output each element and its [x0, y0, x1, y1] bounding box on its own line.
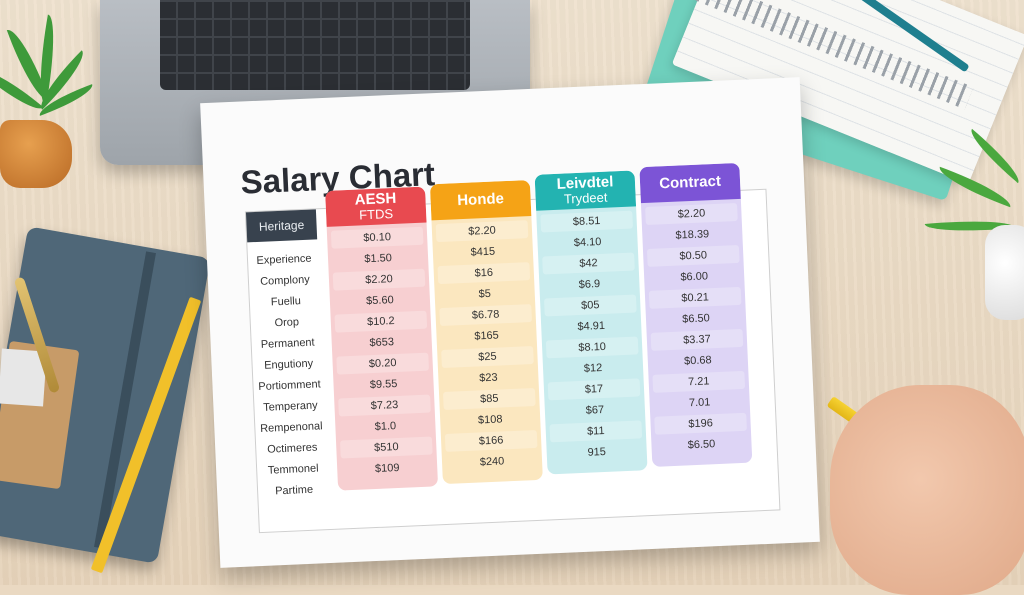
table-cell: $12	[583, 362, 603, 375]
table-cell: $108	[477, 413, 503, 427]
table-cell: $6.50	[682, 312, 711, 326]
hand	[830, 385, 1024, 595]
table-cell: $85	[442, 387, 536, 410]
table-cell: $5.60	[365, 294, 394, 308]
paper-sheet: Salary Chart Heritage Experience Complony…	[200, 77, 820, 568]
table-cell: $109	[374, 461, 400, 476]
row-label-column: Heritage Experience Complony Fuellu Orop Per…	[245, 209, 323, 497]
table-cell: $6.50	[687, 438, 716, 452]
table-cell: $9.55	[369, 377, 398, 392]
table-cell: $1.0	[374, 420, 397, 433]
table-cell: $05	[543, 294, 637, 317]
column-header-title: Honde	[456, 190, 505, 210]
table-cell: $0.21	[648, 286, 742, 309]
table-cell: $2.20	[645, 202, 738, 225]
salary-column: AESH FTDS $0.10 $1.50 $2.20 $5.60 $10.2 $653 $0.…	[325, 186, 439, 491]
table-cell: $196	[654, 412, 747, 435]
table-cell: $11	[549, 420, 643, 443]
table-cell: $0.10	[330, 226, 424, 249]
table-cell: $18.39	[675, 228, 710, 242]
row-label: Partime	[274, 483, 314, 498]
column-header-title: Contract	[658, 172, 722, 193]
table-cell: $6.78	[439, 304, 533, 327]
table-cell: $17	[547, 378, 641, 401]
table-cell: $0.68	[683, 354, 712, 368]
table-cell: $240	[479, 455, 505, 469]
table-cell: $165	[474, 329, 500, 343]
column-header: Leivdtel Trydeet	[534, 170, 637, 211]
table-cell: $8.51	[540, 210, 634, 233]
table-cell: $510	[339, 436, 433, 459]
plant-pot-right	[985, 225, 1024, 320]
column-header: Honde	[429, 180, 532, 221]
table-cell: 7.01	[688, 396, 711, 410]
table-cell: $8.10	[545, 336, 639, 359]
table-cell: 915	[587, 445, 607, 459]
laptop-keyboard	[160, 0, 470, 90]
table-cell: $1.50	[364, 252, 393, 266]
salary-table: Heritage Experience Complony Fuellu Orop Per…	[244, 162, 781, 534]
table-cell: $5	[478, 287, 492, 301]
corner-header: Heritage	[245, 209, 318, 243]
table-cell: $25	[441, 346, 534, 369]
table-cell: $2.20	[435, 220, 529, 243]
column-header-subtitle: Trydeet	[563, 189, 608, 207]
salary-column: Leivdtel Trydeet $8.51 $4.10 $42 $6.9 $05 $4.91…	[534, 170, 648, 475]
column-header: Contract	[639, 162, 741, 204]
table-cell: $67	[585, 403, 605, 417]
table-cell: $166	[444, 429, 538, 452]
table-cell: $4.91	[577, 319, 606, 334]
table-cell: $4.10	[573, 235, 602, 250]
plant-pot-left	[0, 120, 72, 188]
table-cell: $6.9	[578, 278, 601, 291]
salary-column: Honde $2.20 $415 $16 $5 $6.78 $165 $25 $23 $85 $10…	[429, 180, 543, 485]
table-cell: $0.20	[336, 352, 430, 375]
table-cell: $653	[369, 336, 395, 350]
column-header: AESH FTDS	[325, 186, 427, 227]
table-cell: 7.21	[652, 370, 746, 393]
table-cell: $23	[478, 371, 498, 385]
laptop	[100, 0, 530, 165]
table-cell: $10.2	[334, 310, 428, 333]
table-cell: $7.23	[338, 394, 431, 417]
column-header-subtitle: FTDS	[358, 206, 394, 223]
table-cell: $3.37	[650, 328, 744, 351]
table-cell: $415	[470, 245, 496, 259]
salary-column: Contract $2.20 $18.39 $0.50 $6.00 $0.21 $6.50 $…	[639, 162, 753, 467]
table-cell: $6.00	[680, 270, 709, 284]
table-cell: $42	[542, 252, 635, 275]
table-cell: $2.20	[332, 268, 426, 291]
table-cell: $0.50	[646, 244, 740, 267]
table-cell: $16	[437, 262, 531, 285]
